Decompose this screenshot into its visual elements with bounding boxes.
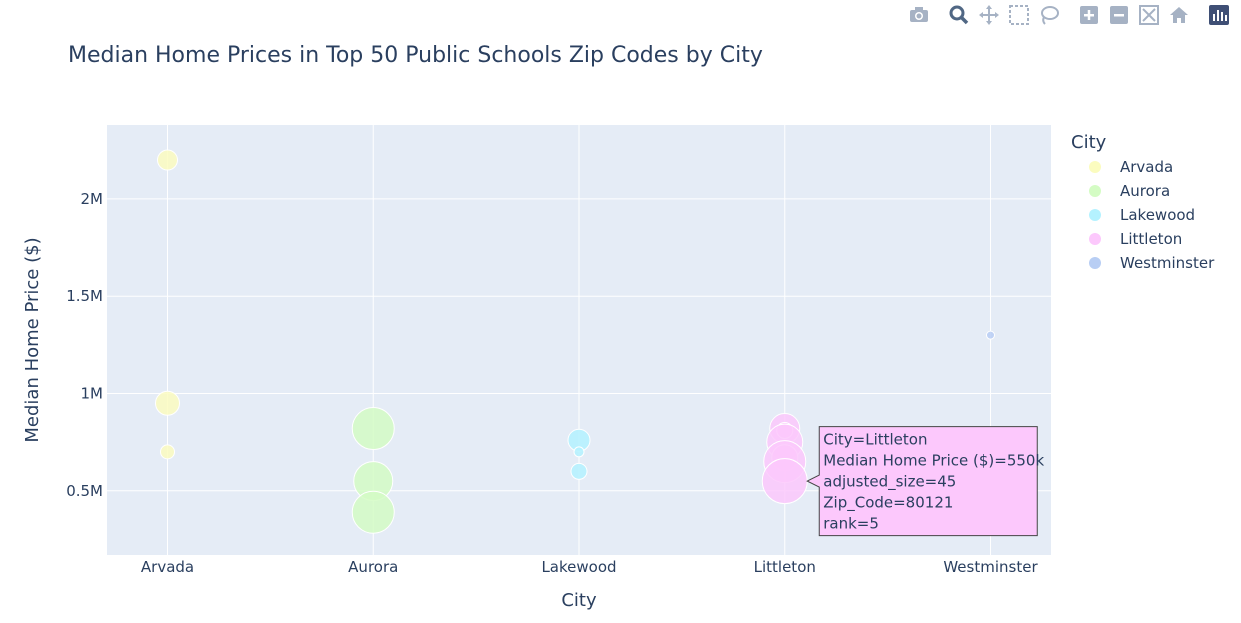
x-tick-label: Arvada — [141, 558, 194, 576]
zoom-out-icon[interactable] — [1108, 4, 1130, 26]
legend-marker — [1089, 257, 1101, 269]
y-tick-labels: 0.5M 1M 1.5M 2M — [66, 190, 103, 500]
data-point-aurora[interactable] — [351, 490, 395, 534]
x-tick-label: Lakewood — [541, 558, 616, 576]
legend: City Arvada Aurora Lakewood Littleton Westmi… — [1071, 132, 1215, 272]
legend-title: City — [1071, 132, 1107, 153]
camera-icon[interactable] — [908, 4, 930, 26]
autoscale-icon[interactable] — [1138, 4, 1160, 26]
legend-item-westminster[interactable]: Westminster — [1089, 254, 1215, 272]
y-tick-label: 0.5M — [66, 482, 103, 500]
legend-label: Littleton — [1120, 230, 1182, 248]
x-tick-label: Littleton — [754, 558, 816, 576]
data-point-arvada[interactable] — [155, 390, 180, 416]
x-tick-label: Aurora — [348, 558, 398, 576]
hover-line: City=Littleton — [823, 431, 927, 449]
zoom-icon[interactable] — [948, 4, 970, 26]
y-tick-label: 1M — [81, 385, 104, 403]
plotly-logo-icon[interactable] — [1208, 4, 1230, 26]
legend-marker — [1089, 161, 1101, 173]
x-tick-label: Westminster — [943, 558, 1038, 576]
data-point-littleton[interactable] — [761, 458, 808, 505]
zoom-in-icon[interactable] — [1078, 4, 1100, 26]
hover-tooltip: City=Littleton Median Home Price ($)=550k… — [806, 426, 1044, 537]
pan-icon[interactable] — [978, 4, 1000, 26]
legend-label: Arvada — [1120, 158, 1173, 176]
data-point-arvada[interactable] — [157, 149, 178, 171]
x-axis-title: City — [561, 590, 597, 611]
lasso-select-icon[interactable] — [1038, 4, 1060, 26]
y-axis-title: Median Home Price ($) — [22, 237, 43, 442]
data-point-arvada[interactable] — [160, 444, 175, 460]
data-points — [155, 149, 995, 534]
data-point-westminster[interactable] — [986, 330, 995, 340]
legend-label: Westminster — [1120, 254, 1215, 272]
legend-marker — [1089, 233, 1101, 245]
y-tick-label: 2M — [81, 190, 104, 208]
data-point-lakewood[interactable] — [570, 462, 588, 480]
legend-label: Aurora — [1120, 182, 1170, 200]
y-tick-label: 1.5M — [66, 287, 103, 305]
hover-line: adjusted_size=45 — [823, 473, 956, 492]
hover-line: rank=5 — [823, 515, 879, 533]
chart-title: Median Home Prices in Top 50 Public Scho… — [68, 43, 763, 68]
box-select-icon[interactable] — [1008, 4, 1030, 26]
hover-box — [806, 426, 1038, 537]
x-tick-labels: Arvada Aurora Lakewood Littleton Westminster — [141, 558, 1039, 576]
hover-line: Zip_Code=80121 — [823, 494, 953, 513]
legend-item-littleton[interactable]: Littleton — [1089, 230, 1182, 248]
legend-label: Lakewood — [1120, 206, 1195, 224]
data-point-lakewood[interactable] — [573, 446, 585, 458]
legend-item-aurora[interactable]: Aurora — [1089, 182, 1170, 200]
data-point-aurora[interactable] — [351, 407, 395, 451]
legend-item-arvada[interactable]: Arvada — [1089, 158, 1173, 176]
legend-marker — [1089, 185, 1101, 197]
legend-marker — [1089, 209, 1101, 221]
hover-line: Median Home Price ($)=550k — [823, 452, 1044, 470]
reset-axes-icon[interactable] — [1168, 4, 1190, 26]
legend-item-lakewood[interactable]: Lakewood — [1089, 206, 1195, 224]
